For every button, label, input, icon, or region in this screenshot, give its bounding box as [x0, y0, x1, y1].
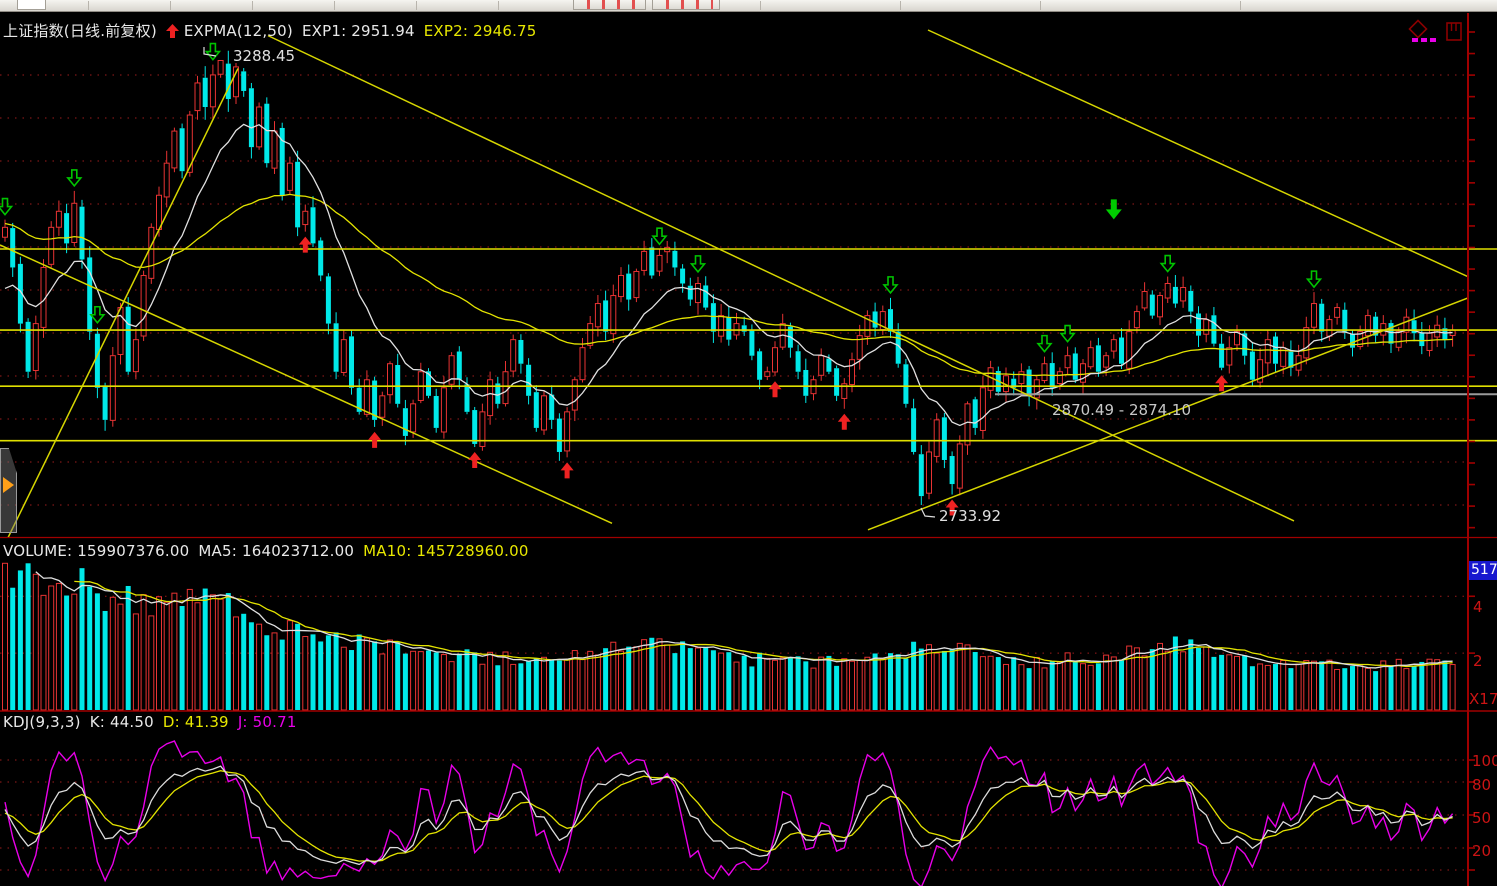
window-panel-icon[interactable] [1446, 22, 1462, 41]
main-gridlines [0, 74, 1468, 506]
sell-signal-arrow [1305, 270, 1323, 289]
sell-signal-arrow [204, 42, 222, 61]
candles [2, 50, 1456, 505]
buy-signal-arrow [768, 381, 782, 398]
volume-gridlines [0, 595, 1468, 654]
signal-up-arrow-icon [165, 22, 179, 40]
signal-arrows [0, 42, 1323, 516]
sell-signal-arrow [89, 305, 106, 325]
toolbar-button-2[interactable] [652, 0, 720, 10]
sell-signal-arrow [882, 276, 899, 295]
sell-signal-arrow [0, 197, 14, 216]
exp2-value: EXP2: 2946.75 [423, 22, 537, 40]
kdj-j-value: J: 50.71 [237, 713, 297, 731]
sell-signal-arrow [1059, 324, 1076, 343]
buy-signal-arrow [468, 452, 482, 469]
sell-signal-arrow [1036, 334, 1053, 353]
buy-signal-arrow [945, 499, 959, 516]
high-pointer [203, 47, 217, 57]
toolbar-input-box[interactable] [17, 0, 46, 10]
top-toolbar[interactable] [0, 0, 1497, 12]
symbol-title: 上证指数(日线.前复权) [3, 22, 157, 40]
kdj-axis-label-50: 50 [1472, 809, 1492, 827]
exp1-value: EXP1: 2951.94 [301, 22, 415, 40]
drawn-lines [0, 248, 1497, 442]
diamond-icon[interactable] [1408, 19, 1428, 39]
trend-lines [0, 29, 1468, 538]
buy-signal-arrow [1215, 375, 1229, 392]
buy-signal-arrow [298, 236, 312, 253]
kdj-lines [4, 740, 1454, 886]
sell-signal-big-arrow [1105, 199, 1122, 220]
more-dots-icon[interactable] [1412, 38, 1436, 42]
volume-ma-lines [35, 571, 1453, 669]
buy-signal-arrow [560, 462, 574, 479]
kdj-d-value: D: 41.39 [162, 713, 229, 731]
volume-header: VOLUME: 159907376.00 MA5: 164023712.00 MA1… [3, 542, 538, 560]
high-price-label: 3288.45 [233, 47, 295, 65]
kdj-indicator-name: KDJ(9,3,3) [3, 713, 81, 731]
buy-signal-arrow [368, 431, 382, 448]
kdj-header: KDJ(9,3,3) K: 44.50 D: 41.39 J: 50.71 [3, 713, 306, 731]
buy-signal-arrow [837, 413, 851, 430]
volume-value: VOLUME: 159907376.00 [3, 542, 190, 560]
kdj-gridlines [0, 759, 1468, 871]
sell-signal-arrow [651, 227, 668, 246]
low-pointer [920, 507, 936, 518]
main-chart-header: 上证指数(日线.前复权) EXPMA(12,50) EXP1: 2951.94 EXP… [3, 20, 546, 41]
volume-axis-label-4: 4 [1473, 598, 1483, 616]
volume-axis-label-2: 2 [1473, 652, 1483, 670]
volume-ma5-value: MA5: 164023712.00 [198, 542, 355, 560]
kdj-axis-label-20: 20 [1472, 842, 1492, 860]
indicator-name: EXPMA(12,50) [183, 22, 293, 40]
expma-lines [4, 123, 1453, 427]
kdj-axis-label-80: 80 [1472, 776, 1492, 794]
volume-bars [2, 562, 1456, 711]
kdj-axis-label-100: 100 [1472, 752, 1497, 770]
low-price-label: 2733.92 [939, 507, 1001, 525]
sell-signal-arrow [66, 169, 83, 188]
volume-axis-max-badge: 517 [1469, 561, 1497, 580]
axis-frame [0, 13, 1497, 886]
volume-ma10-value: MA10: 145728960.00 [363, 542, 529, 560]
sell-signal-arrow [1159, 254, 1176, 273]
side-panel-expand-icon[interactable] [3, 477, 14, 493]
volume-scale-label: X17 [1469, 690, 1497, 708]
toolbar-button-1[interactable] [573, 0, 646, 10]
sell-signal-arrow [689, 255, 707, 274]
kdj-k-value: K: 44.50 [89, 713, 154, 731]
support-zone-label: 2870.49 - 2874.10 [1052, 401, 1191, 419]
